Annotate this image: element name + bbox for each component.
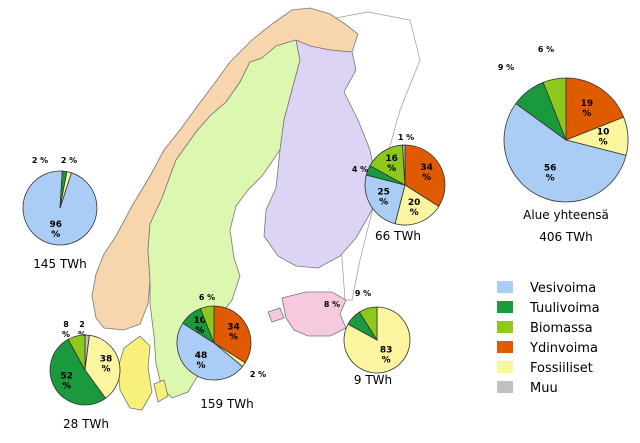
finland-region bbox=[263, 39, 377, 269]
legend: Vesivoima Tuulivoima Biomassa Ydinvoima Foss… bbox=[497, 281, 600, 396]
estonia-slice-biomassa bbox=[358, 306, 378, 342]
total-labels: 145 TWh 66 TWh Alue yhteensä 406 TWh 159… bbox=[33, 208, 609, 431]
sweden-label-biomassa: 6 % bbox=[199, 293, 215, 302]
finland-total: 66 TWh bbox=[375, 229, 421, 243]
norway-pie: 96 % 2 % 2 % bbox=[22, 156, 98, 246]
finland-label-ydinvoima: 34% bbox=[420, 163, 433, 183]
region-label-tuulivoima: 9 % bbox=[498, 63, 514, 72]
estonia-region bbox=[281, 291, 347, 337]
region-slice-vesivoima bbox=[503, 103, 627, 203]
finland-slice-muu bbox=[402, 144, 406, 186]
finland-label-muu: 1 % bbox=[398, 133, 414, 142]
denmark-label-muu: 2% bbox=[78, 320, 86, 339]
denmark-pie: 2 % 38 % 52 % 8% bbox=[49, 320, 121, 406]
estonia-pie: 83 % 8 % 9 % bbox=[324, 289, 411, 374]
norway-total: 145 TWh bbox=[33, 257, 87, 271]
legend-swatch-muu bbox=[497, 381, 513, 393]
legend-label-muu: Muu bbox=[530, 381, 558, 396]
denmark-region bbox=[117, 335, 153, 411]
region-pie: 19 %10 % 56 % 9 % 6 % bbox=[498, 45, 629, 203]
norway-slice-vesivoima bbox=[22, 170, 98, 246]
region-slice-ydinvoima bbox=[565, 77, 625, 141]
sweden-pie: 34 % 2 % 48 % 10 % 6 % bbox=[176, 293, 266, 381]
finland-slice-vesivoima bbox=[364, 174, 406, 225]
legend-label-vesivoima: Vesivoima bbox=[530, 281, 596, 296]
region-label-biomassa: 6 % bbox=[538, 45, 554, 54]
norway-label-fossiiliset: 2 % bbox=[61, 156, 77, 165]
denmark-slice-fossiiliset bbox=[84, 334, 121, 399]
finland-pie: 34 % 20 % 25 % 4 % 16 % 1 % bbox=[352, 133, 446, 226]
legend-label-tuulivoima: Tuulivoima bbox=[529, 301, 600, 316]
region-title: Alue yhteensä bbox=[523, 208, 609, 222]
finland-label-vesivoima: 25% bbox=[377, 188, 390, 208]
legend-label-fossiiliset: Fossiiliset bbox=[530, 361, 593, 376]
legend-label-ydinvoima: Ydinvoima bbox=[529, 341, 598, 356]
legend-swatch-tuulivoima bbox=[497, 301, 513, 313]
region-total: 406 TWh bbox=[539, 230, 593, 244]
sweden-label-fossiiliset: 2 % bbox=[250, 370, 266, 379]
legend-swatch-biomassa bbox=[497, 321, 513, 333]
sweden-label-vesivoima: 48% bbox=[195, 351, 208, 371]
norway-slice-fossiiliset bbox=[59, 171, 72, 209]
legend-label-biomassa: Biomassa bbox=[530, 321, 593, 336]
estonia-island bbox=[267, 307, 285, 323]
finland-label-fossiiliset: 20% bbox=[408, 198, 421, 218]
region-slice-biomassa bbox=[542, 77, 567, 141]
region-label-fossiiliset: 10% bbox=[597, 128, 610, 148]
norway-label-vesivoima: 96% bbox=[50, 220, 63, 240]
legend-swatch-fossiiliset bbox=[497, 361, 513, 373]
sweden-slice-vesivoima bbox=[176, 322, 244, 381]
finland-slice-fossiiliset bbox=[394, 184, 440, 226]
sweden-label-ydinvoima: 34% bbox=[227, 322, 240, 342]
finland-label-biomassa: 16% bbox=[385, 154, 398, 174]
denmark-total: 28 TWh bbox=[63, 417, 109, 431]
region-label-ydinvoima: 19% bbox=[581, 99, 594, 119]
sweden-label-tuulivoima: 10% bbox=[194, 316, 207, 336]
estonia-total: 9 TWh bbox=[354, 373, 392, 387]
denmark-slice-tuulivoima bbox=[49, 338, 107, 406]
estonia-label-biomassa: 9 % bbox=[355, 289, 371, 298]
denmark-island bbox=[153, 379, 169, 403]
estonia-label-tuulivoima: 8 % bbox=[324, 300, 340, 309]
denmark-label-tuulivoima: 52% bbox=[60, 372, 73, 392]
legend-swatch-vesivoima bbox=[497, 281, 513, 293]
legend-swatch-ydinvoima bbox=[497, 341, 513, 353]
denmark-label-biomassa: 8% bbox=[62, 320, 70, 339]
sweden-total: 159 TWh bbox=[200, 397, 254, 411]
finland-label-tuulivoima: 4 % bbox=[352, 165, 368, 174]
estonia-label-fossiiliset: 83% bbox=[380, 346, 393, 366]
nordic-map bbox=[91, 7, 421, 411]
denmark-label-fossiiliset: 38% bbox=[100, 355, 113, 375]
pie-charts: 96 %2 % 2 %34 %20 %25 %4 %16 %1 %19 %10 %56 %9 %6… bbox=[22, 45, 629, 406]
denmark-slice-biomassa bbox=[67, 334, 86, 371]
norway-label-tuulivoima: 2 % bbox=[32, 156, 48, 165]
region-label-vesivoima: 56% bbox=[544, 164, 557, 184]
sweden-slice-biomassa bbox=[199, 305, 215, 344]
